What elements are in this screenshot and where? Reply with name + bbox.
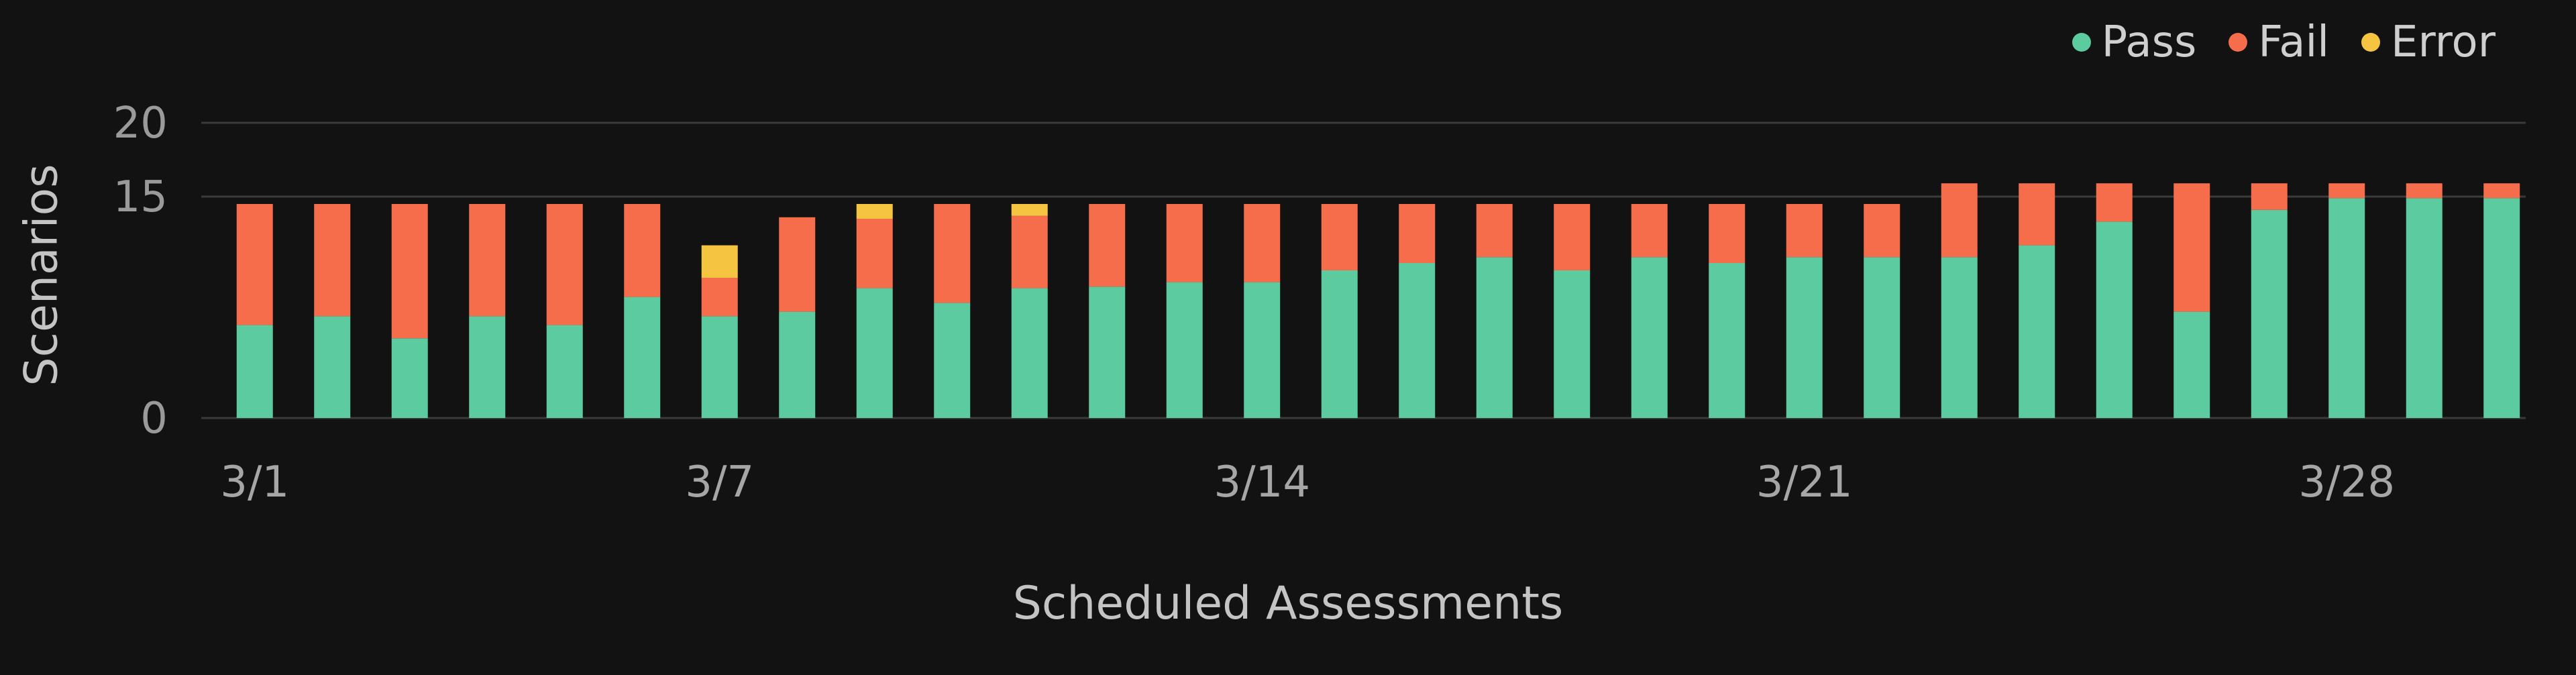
bar-pass-15 xyxy=(1321,270,1358,418)
bar-pass-25 xyxy=(2096,221,2133,418)
bar-fail-1 xyxy=(236,204,273,325)
bar-fail-26 xyxy=(2174,183,2210,312)
bar-fail-20 xyxy=(1709,204,1746,263)
bar-pass-22 xyxy=(1864,257,1900,418)
x-tick-label: 3/21 xyxy=(1756,458,1853,507)
bar-pass-17 xyxy=(1476,257,1513,418)
bar-fail-16 xyxy=(1399,204,1436,263)
legend-item-error[interactable]: Error xyxy=(2361,17,2496,67)
bar-pass-20 xyxy=(1709,263,1746,418)
bar-pass-16 xyxy=(1399,263,1436,418)
x-tick-label: 3/28 xyxy=(2298,458,2395,507)
x-axis-title: Scheduled Assessments xyxy=(1012,577,1564,630)
bar-fail-7 xyxy=(701,278,738,317)
bar-fail-24 xyxy=(2019,183,2055,246)
bar-fail-5 xyxy=(546,204,583,325)
bar-pass-3 xyxy=(391,338,428,418)
bar-error-7 xyxy=(701,245,738,278)
legend-label-pass: Pass xyxy=(2101,17,2197,67)
bar-fail-29 xyxy=(2406,183,2443,199)
legend-label-error: Error xyxy=(2391,17,2496,67)
bar-fail-14 xyxy=(1244,204,1281,282)
bar-fail-27 xyxy=(2251,183,2288,210)
bar-fail-17 xyxy=(1476,204,1513,258)
bar-pass-14 xyxy=(1244,282,1281,418)
bar-pass-5 xyxy=(546,325,583,418)
bar-pass-11 xyxy=(1011,288,1048,418)
y-tick-label: 20 xyxy=(113,99,168,148)
bar-fail-6 xyxy=(624,204,661,297)
bar-pass-18 xyxy=(1554,270,1591,418)
y-tick-label: 15 xyxy=(113,172,168,222)
bar-pass-30 xyxy=(2483,198,2520,418)
bar-pass-13 xyxy=(1166,282,1203,418)
bar-fail-18 xyxy=(1554,204,1591,270)
x-tick-label: 3/14 xyxy=(1214,458,1310,507)
bar-fail-13 xyxy=(1166,204,1203,282)
y-axis-title: Scenarios xyxy=(15,164,68,386)
bar-pass-10 xyxy=(934,303,971,418)
bar-pass-6 xyxy=(624,297,661,418)
bar-fail-25 xyxy=(2096,183,2133,222)
x-tick-label: 3/1 xyxy=(220,458,289,507)
bar-fail-2 xyxy=(314,204,351,317)
legend-item-pass[interactable]: Pass xyxy=(2072,17,2197,67)
bar-pass-4 xyxy=(469,316,506,418)
y-tick-label: 0 xyxy=(140,394,168,444)
bar-fail-21 xyxy=(1786,204,1823,258)
bar-pass-24 xyxy=(2019,245,2055,418)
bar-pass-27 xyxy=(2251,209,2288,418)
chart-legend: Pass Fail Error xyxy=(2072,17,2496,67)
bar-fail-11 xyxy=(1011,215,1048,289)
legend-dot-pass xyxy=(2072,33,2091,52)
bar-pass-21 xyxy=(1786,257,1823,418)
legend-item-fail[interactable]: Fail xyxy=(2229,17,2329,67)
bar-fail-15 xyxy=(1321,204,1358,270)
bar-fail-12 xyxy=(1089,204,1126,287)
bar-fail-4 xyxy=(469,204,506,317)
bar-pass-9 xyxy=(856,288,893,418)
bar-error-11 xyxy=(1011,204,1048,216)
bar-pass-7 xyxy=(701,316,738,418)
x-tick-label: 3/7 xyxy=(685,458,754,507)
bar-fail-10 xyxy=(934,204,971,303)
bar-pass-26 xyxy=(2174,311,2210,418)
legend-label-fail: Fail xyxy=(2258,17,2329,67)
bar-fail-9 xyxy=(856,219,893,289)
bar-pass-23 xyxy=(1941,257,1978,418)
bar-pass-28 xyxy=(2328,198,2365,418)
bar-fail-19 xyxy=(1631,204,1668,258)
bar-error-9 xyxy=(856,204,893,219)
bar-fail-30 xyxy=(2483,183,2520,199)
bar-pass-19 xyxy=(1631,257,1668,418)
bar-fail-3 xyxy=(391,204,428,339)
legend-dot-fail xyxy=(2229,33,2248,52)
bar-fail-28 xyxy=(2328,183,2365,199)
bar-fail-23 xyxy=(1941,183,1978,258)
bar-pass-12 xyxy=(1089,287,1126,418)
bar-pass-1 xyxy=(236,325,273,418)
bar-fail-22 xyxy=(1864,204,1900,258)
bar-pass-2 xyxy=(314,316,351,418)
bar-pass-8 xyxy=(779,311,816,418)
bar-fail-8 xyxy=(779,217,816,312)
legend-dot-error xyxy=(2361,33,2380,52)
bar-pass-29 xyxy=(2406,198,2443,418)
